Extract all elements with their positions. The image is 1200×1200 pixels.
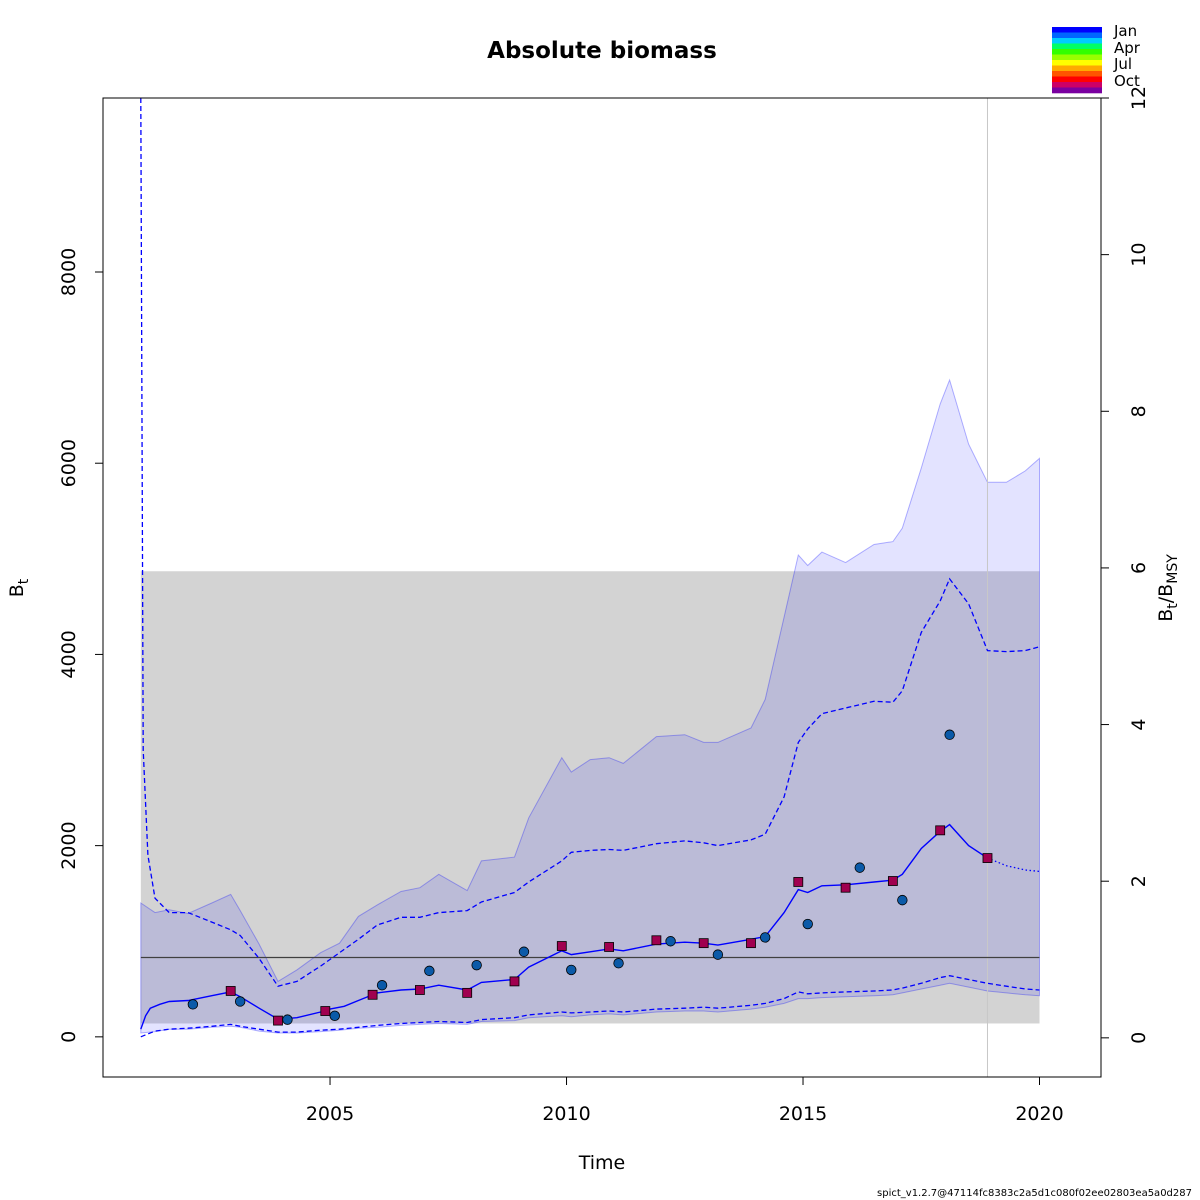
season-legend-swatch bbox=[1052, 76, 1102, 83]
season-legend-swatch bbox=[1052, 27, 1102, 33]
y-tick-label: 8000 bbox=[58, 248, 80, 296]
index1-point bbox=[944, 729, 955, 740]
index1-point bbox=[329, 1010, 340, 1022]
biomass-ci-upper-line bbox=[140, 98, 1040, 987]
y-axis-label: Bt bbox=[6, 578, 32, 597]
bmsy-ci-band bbox=[140, 571, 1040, 1024]
x-axis: 2005 2010 2015 2020 bbox=[306, 1077, 1064, 1125]
season-legend-swatch bbox=[1052, 32, 1102, 39]
y-tick-label: 4000 bbox=[58, 630, 80, 678]
index1-point bbox=[665, 936, 676, 947]
index1-point bbox=[424, 965, 435, 977]
index2-point bbox=[887, 876, 898, 886]
y-right-tick-label: 12 bbox=[1128, 86, 1150, 110]
x-axis-label: Time bbox=[578, 1152, 626, 1174]
index1-point bbox=[471, 959, 482, 971]
x-tick-label: 2005 bbox=[306, 1103, 354, 1125]
index2-point bbox=[273, 1015, 283, 1026]
index2-point bbox=[746, 938, 756, 949]
x-tick-label: 2010 bbox=[542, 1103, 590, 1125]
y-right-tick-label: 6 bbox=[1128, 562, 1150, 574]
index2-point bbox=[982, 853, 993, 863]
index1-point bbox=[759, 932, 771, 943]
index2-points bbox=[225, 825, 993, 1026]
y-right-tick-label: 0 bbox=[1128, 1032, 1150, 1044]
season-legend-swatch bbox=[1052, 60, 1102, 66]
season-legend-swatch bbox=[1052, 71, 1102, 77]
y-right-tick-label: 2 bbox=[1128, 875, 1150, 887]
index2-point bbox=[462, 987, 473, 998]
season-legend-swatch bbox=[1052, 82, 1102, 88]
season-legend-swatch bbox=[1052, 43, 1102, 50]
y-axis-left: 0 2000 4000 6000 8000 bbox=[58, 248, 103, 1043]
y-right-tick-label: 4 bbox=[1128, 719, 1150, 731]
biomass-ci-band-outer bbox=[140, 378, 1040, 1034]
season-legend-label: Jan bbox=[1113, 22, 1137, 40]
index2-point bbox=[698, 938, 709, 949]
season-legend-swatch bbox=[1052, 87, 1102, 94]
season-legend-swatch bbox=[1052, 54, 1102, 61]
index2-point bbox=[935, 825, 946, 836]
index2-point bbox=[556, 941, 567, 951]
x-tick-label: 2020 bbox=[1015, 1103, 1063, 1125]
index2-point bbox=[604, 942, 614, 952]
index2-point bbox=[651, 935, 662, 946]
x-tick-label: 2015 bbox=[779, 1103, 827, 1125]
index1-point bbox=[282, 1014, 293, 1025]
chart-title: Absolute biomass bbox=[487, 38, 717, 64]
season-legend-swatch bbox=[1052, 38, 1102, 44]
index1-point bbox=[802, 918, 813, 930]
y-tick-label: 6000 bbox=[58, 439, 80, 487]
y-right-tick-label: 10 bbox=[1128, 243, 1150, 267]
footer-version: spict_v1.2.7@47114fc8383c2a5d1c080f02ee0… bbox=[877, 1188, 1192, 1199]
y-tick-label: 0 bbox=[58, 1031, 80, 1043]
index1-point bbox=[234, 996, 246, 1007]
index1-points bbox=[187, 729, 955, 1025]
index2-point bbox=[793, 877, 804, 887]
index2-point bbox=[415, 985, 425, 995]
y-axis-right: 0 2 4 6 8 10 12 bbox=[1101, 86, 1150, 1044]
index2-point bbox=[225, 986, 236, 996]
index1-point bbox=[376, 980, 388, 991]
index2-point bbox=[367, 989, 378, 1000]
y-tick-label: 2000 bbox=[58, 821, 80, 869]
y-right-tick-label: 8 bbox=[1128, 405, 1150, 417]
index2-point bbox=[840, 882, 851, 893]
season-legend-label: Jul bbox=[1113, 55, 1132, 73]
index1-point bbox=[712, 949, 724, 960]
index1-point bbox=[187, 999, 199, 1010]
season-legend-swatch bbox=[1052, 65, 1102, 72]
biomass-ci-lower-line bbox=[140, 975, 1040, 1038]
index2-point bbox=[320, 1006, 331, 1016]
season-legend-label: Apr bbox=[1114, 39, 1141, 57]
season-legend-swatch bbox=[1052, 49, 1102, 55]
index1-point bbox=[518, 946, 530, 957]
y-axis-right-label: Bt/BMSY bbox=[1155, 554, 1181, 622]
season-legend-label: Oct bbox=[1114, 72, 1140, 90]
index1-point bbox=[566, 964, 577, 976]
index2-point bbox=[509, 976, 520, 987]
index1-point bbox=[854, 862, 865, 873]
index1-point bbox=[613, 958, 624, 969]
plot-frame bbox=[102, 97, 1102, 1078]
index1-point bbox=[897, 894, 908, 906]
